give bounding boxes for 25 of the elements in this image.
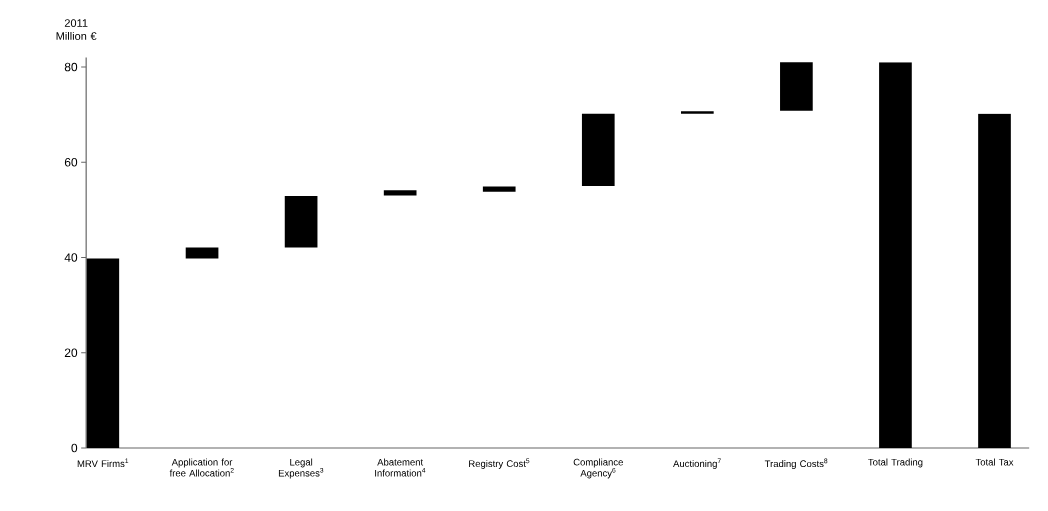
bar (780, 62, 813, 111)
y-tick-label: 0 (71, 443, 78, 453)
bar (86, 258, 120, 448)
x-tick-label: Abatement Information$^{4}$ (375, 458, 426, 477)
bar (680, 111, 714, 114)
x-tick-label: Application for free Allocation$^{2}$ (169, 458, 234, 477)
bar (581, 113, 615, 187)
x-tick-label: MRV Firms$^{1}$ (77, 458, 129, 468)
y-axis-title: 2011 Million € (56, 19, 97, 40)
x-tick-label: Total Tax (975, 458, 1014, 466)
x-tick-label: Total Trading (868, 458, 923, 468)
x-tick-label: Compliance Agency$^{6}$ (573, 458, 623, 479)
x-tick-label: Legal Expenses$^{3}$ (278, 458, 324, 479)
x-tick-label: Trading Costs$^{8}$ (764, 458, 828, 469)
bar (978, 113, 1011, 448)
bar (284, 196, 318, 248)
y-tick-label: 20 (64, 348, 78, 357)
x-tick-label: Registry Cost$^{5}$ (469, 458, 530, 469)
bar (383, 190, 417, 196)
bar (879, 62, 912, 448)
x-tick-label: Auctioning$^{7}$ (673, 458, 721, 469)
y-tick-label: 60 (64, 158, 78, 167)
y-tick-label: 80 (64, 62, 78, 72)
bar (482, 186, 516, 192)
y-tick-label: 40 (64, 253, 78, 262)
